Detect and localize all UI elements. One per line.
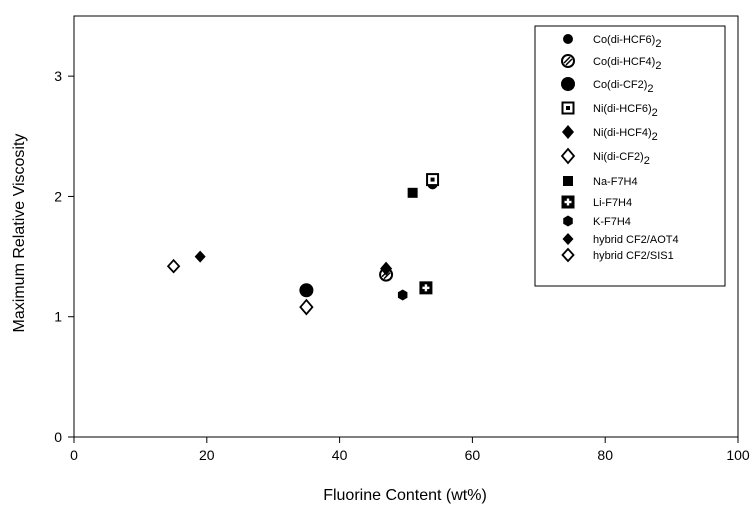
legend-label: hybrid CF2/AOT4 <box>593 234 679 246</box>
legend-label: Ni(di-CF2)2 <box>593 151 650 167</box>
legend-marker <box>561 54 575 68</box>
x-tick-label: 0 <box>70 447 78 463</box>
data-point <box>194 250 206 263</box>
legend-label: Co(di-HCF6)2 <box>593 34 661 50</box>
y-tick-label: 3 <box>54 68 62 84</box>
legend-label: Co(di-HCF4)2 <box>593 56 661 72</box>
x-axis-title: Fluorine Content (wt%) <box>323 487 487 504</box>
data-point <box>299 283 314 298</box>
x-tick-label: 60 <box>465 447 481 463</box>
data-point <box>380 261 393 276</box>
legend-marker <box>562 125 574 139</box>
legend-label: K-F7H4 <box>593 216 631 228</box>
legend-marker <box>563 176 573 186</box>
data-point <box>419 281 433 295</box>
legend-label: hybrid CF2/SIS1 <box>593 250 674 262</box>
plot-frame <box>73 15 739 438</box>
legend-label: Co(di-CF2)2 <box>593 79 654 95</box>
legend-marker <box>563 215 573 227</box>
data-point <box>397 289 408 301</box>
x-tick-label: 40 <box>332 447 348 463</box>
y-tick-label: 0 <box>54 429 62 445</box>
legend-marker <box>563 34 573 44</box>
y-axis-ticks: 0 1 2 3 <box>54 68 74 445</box>
legend: Co(di-HCF6)2 Co(di-HCF4)2 Co(di-CF2)2 Ni(di… <box>534 25 726 287</box>
data-point <box>166 258 181 274</box>
data-points <box>166 173 440 316</box>
x-tick-label: 20 <box>199 447 215 463</box>
legend-marker <box>561 247 575 263</box>
legend-label: Ni(di-HCF6)2 <box>593 103 658 119</box>
x-axis-ticks: 0 20 40 60 80 100 <box>70 437 750 463</box>
data-point <box>426 173 440 187</box>
data-point <box>299 298 314 316</box>
legend-marker <box>561 101 575 115</box>
x-tick-label: 80 <box>597 447 613 463</box>
legend-marker <box>561 195 575 209</box>
x-tick-label: 100 <box>726 447 750 463</box>
legend-marker <box>561 77 575 91</box>
y-axis-title: Maximum Relative Viscosity <box>11 134 28 333</box>
legend-label: Na-F7H4 <box>593 176 638 188</box>
legend-label: Li-F7H4 <box>593 197 632 209</box>
legend-label: Ni(di-HCF4)2 <box>593 127 658 143</box>
y-tick-label: 1 <box>54 309 62 325</box>
y-tick-label: 2 <box>54 188 62 204</box>
plot-border <box>73 15 739 438</box>
legend-marker <box>560 147 576 165</box>
legend-marker <box>562 233 574 245</box>
data-point <box>407 187 418 198</box>
